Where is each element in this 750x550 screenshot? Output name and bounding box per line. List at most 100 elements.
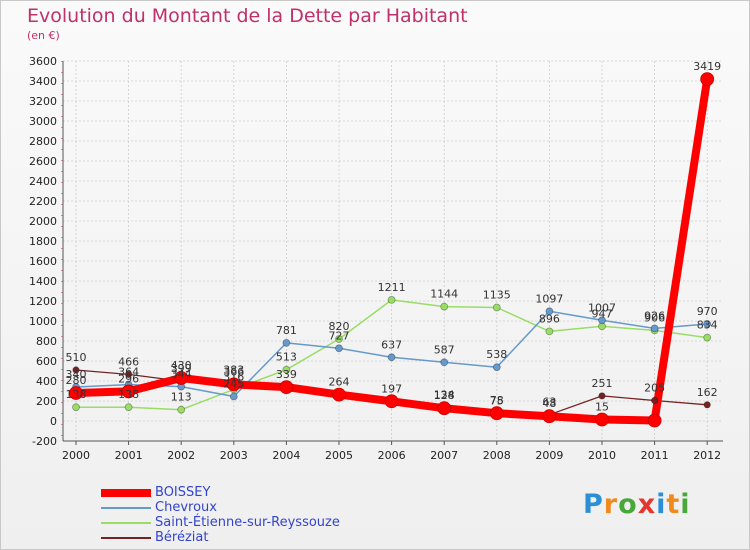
series-1-value-label: 245 [223, 378, 244, 391]
series-1-value-label: 1097 [535, 292, 563, 305]
series-1-point [545, 307, 554, 316]
y-tick-label: 3400 [29, 75, 57, 88]
logo-letter: o [618, 489, 638, 520]
series-1-value-label: 926 [644, 309, 665, 322]
series-3-value-label: 162 [697, 386, 718, 399]
series-2-value-label: 1135 [483, 289, 511, 302]
series-1-value-label: 587 [434, 343, 455, 356]
y-tick-label: 400 [36, 375, 57, 388]
logo-letter: r [603, 489, 619, 520]
series-2-point [124, 403, 133, 412]
logo-letter: i [680, 489, 691, 520]
series-3-value-label: 134 [434, 389, 455, 402]
series-1-value-label: 637 [381, 338, 402, 351]
series-0-value-label: 48 [542, 397, 556, 410]
series-0-point [437, 401, 452, 416]
legend-swatch [101, 489, 151, 497]
series-3-value-label: 466 [118, 355, 139, 368]
series-1-point [650, 324, 659, 333]
series-2-point [440, 302, 449, 311]
y-tick-label: 2600 [29, 155, 57, 168]
series-0-point [279, 380, 294, 395]
series-2-point [335, 335, 343, 343]
y-tick-label: 200 [36, 395, 57, 408]
series-3-value-label: 205 [644, 382, 665, 395]
series-0-value-label: 339 [276, 368, 297, 381]
y-tick-label: 600 [36, 355, 57, 368]
unit-label: (en €) [27, 29, 60, 42]
series-0-value-label: 15 [595, 401, 609, 414]
series-1-value-label: 538 [486, 348, 507, 361]
logo-letter: i [656, 489, 667, 520]
series-1-point [492, 363, 501, 372]
series-1-point [703, 320, 712, 328]
y-tick-label: 1400 [29, 275, 57, 288]
series-0-value-label: 366 [223, 365, 244, 378]
logo-letter: t [666, 489, 681, 520]
x-tick-label: 2008 [483, 449, 511, 462]
y-tick-label: -200 [32, 435, 57, 448]
x-tick-label: 2000 [62, 449, 90, 462]
series-1-value-label: 781 [276, 324, 297, 337]
series-0-point [595, 412, 609, 427]
y-tick-label: 2000 [29, 215, 57, 228]
series-3-value-label: 383 [223, 364, 244, 377]
legend-swatch [101, 507, 151, 509]
series-3-value-label: 399 [171, 362, 192, 375]
series-2-value-label: 316 [223, 370, 244, 383]
series-1-value-label: 364 [118, 366, 139, 379]
x-tick-label: 2004 [272, 449, 300, 462]
series-2-value-label: 820 [329, 320, 350, 333]
series-3-point [650, 396, 659, 405]
series-0-point [384, 394, 399, 409]
series-0-value-label: 3419 [693, 60, 721, 73]
y-tick-label: 3200 [29, 95, 57, 108]
legend-label: Saint-Étienne-sur-Reyssouze [155, 515, 340, 530]
series-1-value-label: 970 [697, 305, 718, 318]
chart-title: Evolution du Montant de la Dette par Hab… [27, 5, 468, 27]
series-2-value-label: 834 [697, 319, 718, 332]
series-3-point [703, 401, 711, 409]
y-tick-label: 2200 [29, 195, 57, 208]
x-tick-label: 2002 [167, 449, 195, 462]
series-1-value-label: 344 [171, 368, 192, 381]
y-tick-label: 2400 [29, 175, 57, 188]
series-1-value-label: 1007 [588, 301, 616, 314]
series-3-point [125, 370, 133, 378]
series-2-point [492, 303, 501, 312]
series-0-point [226, 377, 241, 392]
y-tick-label: 1200 [29, 295, 57, 308]
logo-letter: x [637, 489, 657, 520]
series-2-value-label: 896 [539, 312, 560, 325]
legend-swatch [101, 537, 151, 539]
series-0-point [700, 72, 715, 86]
series-2-value-label: 1211 [378, 281, 406, 294]
y-tick-label: 1800 [29, 235, 57, 248]
series-3-value-label: 63 [542, 396, 556, 409]
series-2-point [177, 405, 186, 414]
x-tick-label: 2011 [641, 449, 669, 462]
y-tick-label: 800 [36, 335, 57, 348]
series-0-value-label: 430 [171, 359, 192, 372]
y-tick-label: 3600 [29, 55, 57, 68]
x-tick-label: 2009 [535, 449, 563, 462]
series-0-point [489, 406, 504, 421]
legend-label: BOISSEY [155, 485, 211, 500]
series-0-point [69, 386, 83, 400]
series-2-value-label: 113 [171, 391, 192, 404]
proxiti-logo: Proxiti [583, 489, 691, 520]
series-2-point [703, 333, 712, 342]
series-3-point [598, 392, 606, 400]
series-2-value-label: 947 [592, 307, 613, 320]
series-0-value-label: 197 [381, 382, 402, 395]
series-0-point [647, 413, 662, 428]
series-0-value-label: 128 [434, 389, 455, 402]
series-2-point [72, 403, 80, 412]
series-1-point [598, 316, 606, 325]
series-2-value-label: 513 [276, 351, 297, 364]
series-0-point [332, 387, 346, 402]
series-2-point [387, 295, 396, 304]
y-tick-label: 1000 [29, 315, 57, 328]
legend-label: Chevroux [155, 500, 217, 515]
